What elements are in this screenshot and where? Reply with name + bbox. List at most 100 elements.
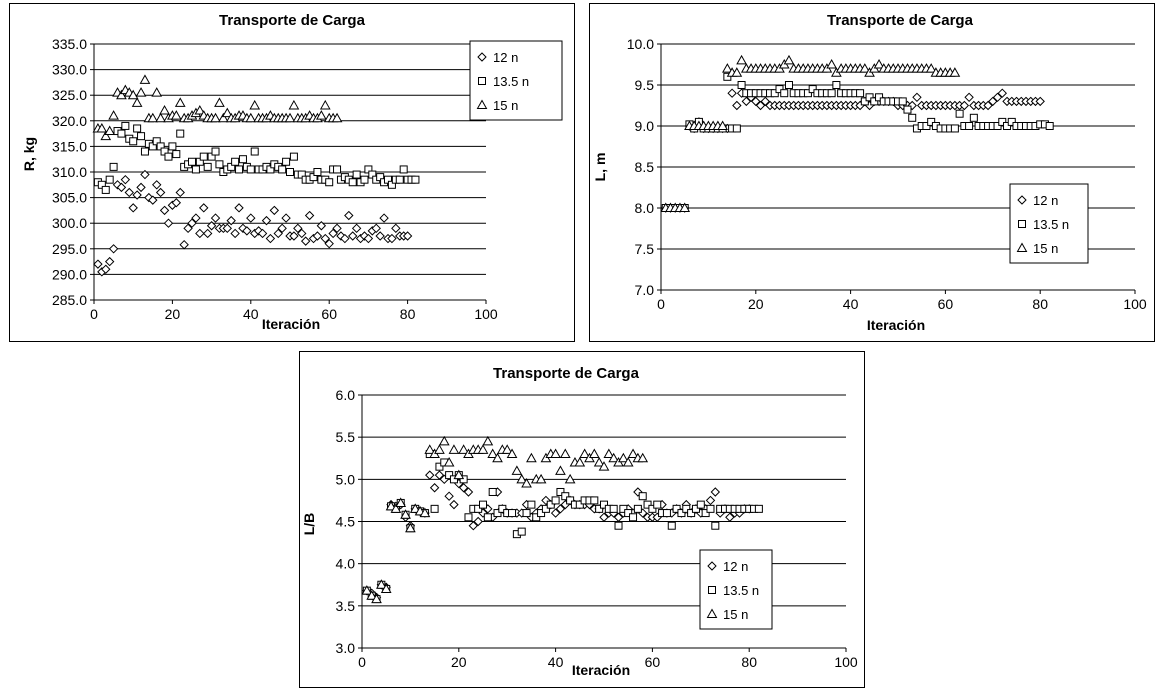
x-axis-label: Iteración	[262, 316, 320, 332]
data-point	[755, 100, 766, 111]
data-point	[210, 213, 221, 223]
x-tick-label: 20	[165, 306, 181, 322]
data-point	[124, 187, 134, 198]
data-point	[139, 74, 151, 84]
data-point	[101, 185, 110, 194]
legend-label: 13.5 n	[493, 74, 529, 89]
data-point	[483, 513, 492, 522]
data-point	[959, 100, 970, 111]
data-point	[168, 142, 177, 151]
data-point	[501, 444, 513, 454]
data-point	[736, 54, 747, 65]
data-point	[593, 456, 605, 467]
data-point	[444, 491, 454, 501]
data-point	[375, 231, 385, 241]
x-tick-label: 60	[645, 654, 661, 670]
x-tick-label: 100	[474, 306, 498, 322]
data-point	[366, 590, 378, 600]
data-point	[783, 54, 795, 65]
series-diamond	[661, 88, 1045, 213]
y-tick-label: 320.0	[52, 113, 87, 129]
data-point	[249, 99, 261, 110]
data-point	[511, 465, 523, 475]
data-point	[261, 215, 272, 226]
legend-marker	[478, 77, 486, 85]
legend-marker	[477, 52, 487, 62]
series-diamond	[93, 169, 413, 277]
legend-marker	[707, 561, 717, 571]
data-point	[492, 452, 503, 463]
data-point	[535, 473, 547, 484]
data-point	[385, 500, 397, 511]
data-point	[273, 228, 283, 239]
data-point	[348, 231, 358, 241]
y-tick-label: 10.0	[627, 36, 654, 52]
data-point	[402, 231, 413, 241]
series-triangle	[361, 435, 649, 604]
data-point	[250, 147, 259, 156]
data-point	[614, 521, 623, 530]
data-point	[171, 198, 182, 208]
data-point	[104, 256, 115, 267]
x-tick-label: 100	[1123, 296, 1147, 312]
data-point	[211, 147, 220, 156]
data-point	[131, 97, 143, 107]
data-point	[637, 452, 649, 463]
y-tick-label: 8.5	[635, 159, 655, 175]
data-point	[289, 231, 299, 241]
y-axis-label: L/B	[301, 513, 317, 536]
data-point	[231, 157, 240, 166]
data-point	[903, 105, 912, 114]
data-point	[363, 233, 374, 244]
y-tick-label: 9.5	[635, 77, 655, 93]
data-point	[595, 504, 604, 513]
data-point	[331, 112, 343, 123]
data-point	[898, 97, 907, 106]
y-tick-label: 3.5	[336, 598, 356, 614]
data-point	[164, 152, 173, 161]
data-point	[561, 492, 570, 501]
data-point	[281, 213, 291, 223]
data-point	[278, 165, 287, 174]
data-point	[927, 117, 936, 126]
data-point	[117, 129, 126, 138]
data-point	[137, 132, 146, 141]
data-point	[128, 203, 138, 213]
data-point	[691, 504, 700, 513]
x-tick-label: 20	[451, 654, 467, 670]
data-point	[419, 507, 431, 518]
x-tick-label: 80	[741, 654, 757, 670]
data-point	[340, 233, 350, 244]
data-point	[174, 97, 186, 107]
x-tick-label: 80	[1032, 296, 1048, 312]
data-point	[445, 471, 454, 480]
data-point	[93, 259, 103, 269]
x-tick-label: 100	[834, 654, 858, 670]
data-point	[506, 448, 518, 459]
data-point	[566, 496, 575, 505]
data-point	[1035, 96, 1045, 107]
data-point	[803, 89, 812, 98]
data-point	[950, 124, 959, 133]
data-point	[371, 593, 382, 604]
data-point	[360, 175, 369, 184]
data-point	[324, 238, 334, 249]
data-point	[859, 63, 871, 73]
data-point	[741, 96, 752, 107]
data-point	[705, 495, 716, 506]
y-tick-label: 330.0	[52, 62, 87, 78]
y-tick-label: 6.0	[336, 387, 356, 403]
y-tick-label: 325.0	[52, 87, 87, 103]
data-point	[949, 67, 961, 77]
x-tick-label: 80	[400, 306, 416, 322]
data-point	[808, 85, 817, 94]
data-point	[344, 210, 354, 221]
data-point	[100, 130, 112, 141]
data-point	[183, 223, 193, 234]
data-point	[187, 218, 197, 228]
data-point	[226, 215, 236, 226]
data-point	[371, 223, 381, 234]
data-point	[282, 157, 291, 166]
data-point	[600, 500, 608, 509]
data-point	[449, 499, 459, 510]
